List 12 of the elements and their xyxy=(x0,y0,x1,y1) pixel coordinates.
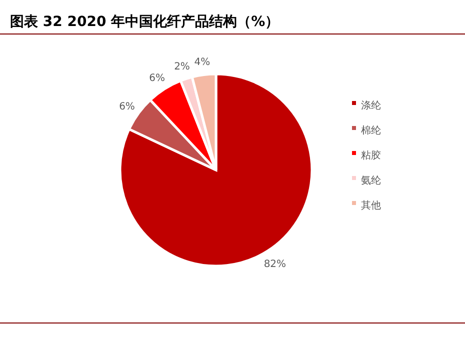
data-label: 6% xyxy=(149,73,165,84)
data-label: 6% xyxy=(119,101,135,112)
legend-label: 涤纶 xyxy=(361,100,381,112)
chart-title: 图表 32 2020 年中国化纤产品结构（%） xyxy=(10,13,280,30)
legend-label: 其他 xyxy=(361,200,381,212)
data-label: 4% xyxy=(194,56,210,68)
legend-label: 氨纶 xyxy=(361,174,381,187)
legend-label: 粘胶 xyxy=(361,150,381,162)
pie-slice xyxy=(118,72,314,268)
legend-label: 棉纶 xyxy=(361,124,381,137)
data-label: 2% xyxy=(174,61,190,72)
data-label: 82% xyxy=(264,258,286,270)
